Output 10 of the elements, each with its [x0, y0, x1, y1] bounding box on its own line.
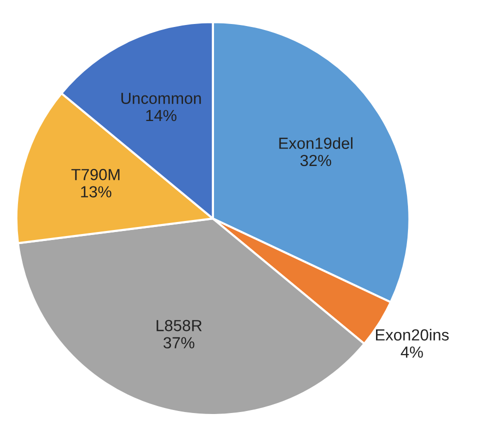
slice-label: Exon20ins: [376, 328, 449, 341]
data-label: 37%: [164, 337, 194, 348]
slice-label: L858R: [156, 320, 202, 332]
data-label: 32%: [300, 154, 332, 166]
slice-label: Exon19del: [279, 137, 352, 149]
slice-label: Uncommon: [121, 92, 201, 104]
data-label: 4%: [400, 346, 423, 358]
data-label: 14%: [146, 110, 176, 122]
slice-label: T790M: [71, 168, 120, 180]
data-label: 13%: [81, 186, 112, 198]
